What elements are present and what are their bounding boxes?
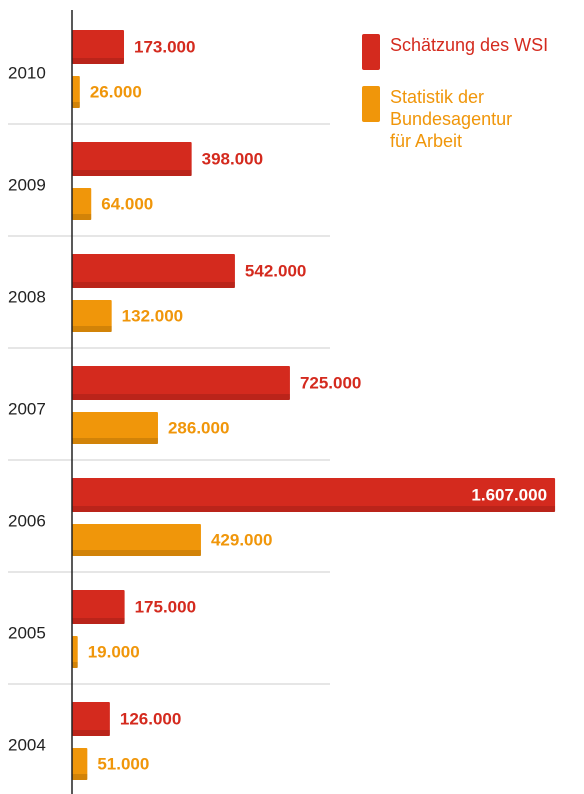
bar bbox=[72, 142, 192, 176]
value-label: 1.607.000 bbox=[471, 485, 547, 504]
bar-shade bbox=[72, 282, 235, 288]
legend-label: Schätzung des WSI bbox=[390, 35, 549, 55]
bar bbox=[72, 590, 125, 624]
bar-shade bbox=[72, 438, 158, 444]
legend-swatch bbox=[362, 86, 380, 122]
bar-shade bbox=[72, 550, 201, 556]
bar bbox=[72, 636, 78, 668]
value-label: 64.000 bbox=[101, 194, 153, 213]
bar-shade bbox=[72, 102, 80, 108]
bar-shade bbox=[72, 618, 125, 624]
value-label: 725.000 bbox=[300, 373, 361, 392]
y-tick-label: 2009 bbox=[8, 175, 46, 194]
value-label: 51.000 bbox=[97, 754, 149, 773]
bar-shade bbox=[72, 394, 290, 400]
bar-shade bbox=[72, 774, 88, 780]
bar bbox=[72, 366, 290, 400]
y-tick-label: 2007 bbox=[8, 399, 46, 418]
bar bbox=[72, 76, 80, 108]
value-label: 26.000 bbox=[90, 82, 142, 101]
bar bbox=[72, 524, 201, 556]
bar bbox=[72, 748, 88, 780]
value-label: 429.000 bbox=[211, 530, 272, 549]
legend-item: Schätzung des WSI bbox=[362, 34, 560, 70]
bar-shade bbox=[72, 214, 92, 220]
value-label: 542.000 bbox=[245, 261, 306, 280]
bar bbox=[72, 254, 235, 288]
y-tick-label: 2008 bbox=[8, 287, 46, 306]
legend-item: Statistik der Bundesagentur für Arbeit bbox=[362, 86, 520, 152]
bar-shade bbox=[72, 326, 112, 332]
bar bbox=[72, 702, 110, 736]
y-tick-label: 2005 bbox=[8, 623, 46, 642]
bar bbox=[72, 188, 92, 220]
y-tick-label: 2010 bbox=[8, 63, 46, 82]
y-tick-label: 2006 bbox=[8, 511, 46, 530]
bar bbox=[72, 412, 158, 444]
value-label: 19.000 bbox=[88, 642, 140, 661]
value-label: 398.000 bbox=[202, 149, 263, 168]
y-tick-label: 2004 bbox=[8, 735, 46, 754]
value-label: 175.000 bbox=[135, 597, 196, 616]
value-label: 132.000 bbox=[122, 306, 183, 325]
bar bbox=[72, 478, 556, 512]
bar bbox=[72, 30, 125, 64]
legend-swatch bbox=[362, 34, 380, 70]
value-label: 126.000 bbox=[120, 709, 181, 728]
value-label: 286.000 bbox=[168, 418, 229, 437]
bar-shade bbox=[72, 58, 125, 64]
legend-label: Statistik der Bundesagentur für Arbeit bbox=[390, 87, 513, 151]
bar-shade bbox=[72, 506, 556, 512]
bar-shade bbox=[72, 730, 110, 736]
value-label: 173.000 bbox=[134, 37, 195, 56]
bar-shade bbox=[72, 170, 192, 176]
bar-shade bbox=[72, 662, 78, 668]
bar bbox=[72, 300, 112, 332]
